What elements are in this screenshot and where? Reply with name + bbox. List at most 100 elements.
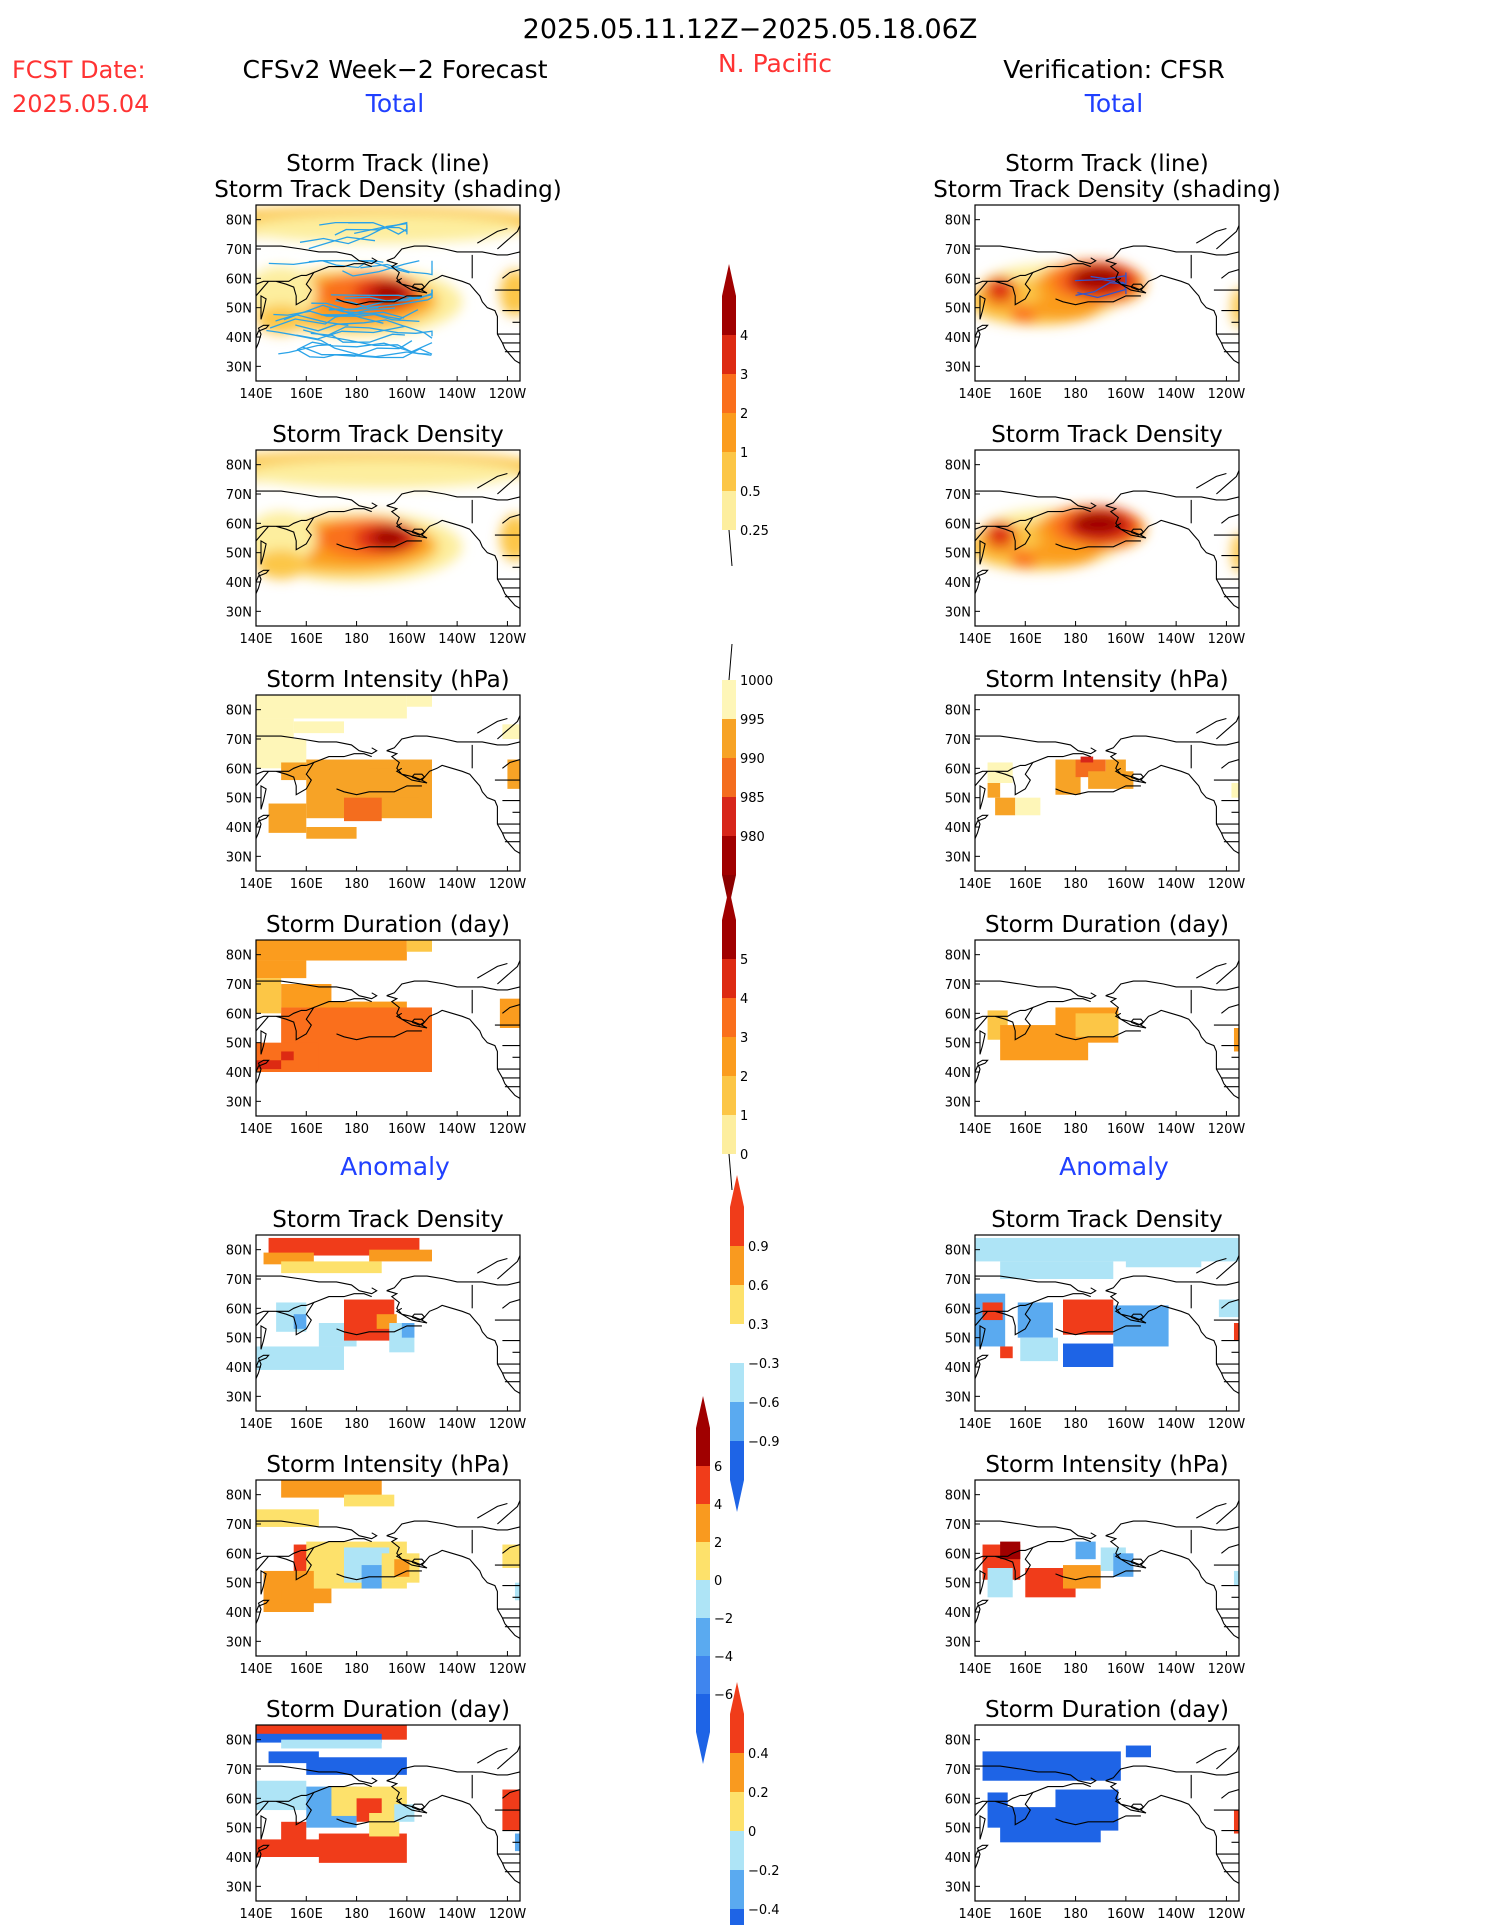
y-tick-label: 80N: [945, 949, 971, 964]
coastline: [975, 516, 1035, 551]
field-cell: [281, 984, 332, 1008]
coastline: [1130, 1803, 1145, 1811]
panel-title: Storm Track (line): [1005, 151, 1208, 177]
field-cell: [256, 1839, 332, 1857]
y-tick-label: 80N: [226, 1734, 252, 1749]
density-contour: [371, 282, 407, 304]
coastline: [1055, 1570, 1141, 1581]
colorbar-segment: [730, 1753, 744, 1792]
coastline: [975, 1275, 1097, 1295]
coastline: [979, 784, 986, 810]
field-cell: [406, 695, 432, 707]
field-cell: [256, 695, 407, 719]
coastline: [502, 1003, 520, 1014]
x-tick-label: 180: [344, 1417, 369, 1432]
coastline: [1140, 519, 1239, 609]
coastline: [1105, 735, 1239, 752]
field-cell: [293, 1314, 307, 1329]
field-cell: [1233, 1570, 1239, 1586]
y-tick-label: 30N: [226, 1095, 252, 1110]
coastline: [336, 785, 422, 796]
colorbar-label: 0.4: [748, 1747, 769, 1762]
coastline: [975, 1599, 989, 1624]
colorbar-bottom-triangle: [730, 1480, 744, 1512]
storm-track: [334, 221, 408, 236]
field-cell: [1233, 1323, 1239, 1341]
y-tick-label: 50N: [226, 792, 252, 807]
field-cell: [344, 797, 382, 822]
coastline: [411, 1803, 426, 1811]
coastline: [979, 1569, 986, 1595]
y-tick-label: 70N: [226, 1763, 252, 1778]
coastline: [477, 1747, 508, 1764]
field-cell: [1000, 1261, 1114, 1279]
coastline: [1105, 1780, 1147, 1814]
coastline: [256, 516, 316, 551]
x-tick-label: 160E: [290, 1662, 323, 1677]
coastline: [1140, 764, 1239, 854]
x-tick-label: 180: [344, 1662, 369, 1677]
x-tick-label: 160W: [1107, 1662, 1145, 1677]
map-frame: [974, 1479, 1240, 1657]
colorbar-label: −0.3: [748, 1357, 780, 1372]
coastline: [421, 274, 520, 364]
y-tick-label: 30N: [226, 1880, 252, 1895]
x-tick-label: 120W: [1208, 1662, 1246, 1677]
field-cell: [306, 1757, 407, 1775]
x-tick-label: 140E: [958, 632, 991, 647]
storm-track: [342, 260, 420, 277]
coastline: [975, 1006, 1035, 1041]
colorbar-segment: [730, 1441, 744, 1480]
x-tick-label: 180: [1063, 1907, 1088, 1922]
field-cell: [281, 1588, 332, 1604]
coastline: [256, 735, 378, 755]
field-cell: [1080, 756, 1094, 763]
coastline: [979, 1029, 986, 1055]
y-tick-label: 70N: [945, 1518, 971, 1533]
y-tick-label: 80N: [226, 1244, 252, 1259]
storm-track: [1077, 288, 1127, 299]
y-tick-label: 40N: [226, 1361, 252, 1376]
coastline: [260, 1029, 267, 1055]
y-tick-label: 70N: [226, 488, 252, 503]
y-tick-label: 80N: [226, 214, 252, 229]
x-tick-label: 160E: [290, 1417, 323, 1432]
y-tick-label: 40N: [945, 1361, 971, 1376]
x-tick-label: 140E: [958, 1122, 991, 1137]
coastline: [313, 1538, 372, 1549]
coastline: [502, 513, 520, 524]
density-contour: [256, 458, 520, 489]
field-cell: [256, 940, 407, 961]
x-tick-label: 160W: [1107, 877, 1145, 892]
colorbar-label: 0.3: [748, 1318, 769, 1333]
x-tick-label: 140W: [438, 877, 476, 892]
x-tick-label: 140W: [438, 387, 476, 402]
colorbar-segment: [730, 1246, 744, 1285]
field-cell: [982, 1751, 1121, 1781]
coastline: [1105, 1535, 1147, 1569]
coastline: [256, 1791, 316, 1826]
y-tick-label: 50N: [226, 302, 252, 317]
coastline: [975, 1520, 1097, 1540]
coastline: [1221, 513, 1239, 524]
x-tick-label: 160E: [1009, 1907, 1042, 1922]
field-cell: [256, 718, 294, 739]
coastline: [256, 1546, 316, 1581]
y-tick-label: 70N: [945, 488, 971, 503]
coastline: [1196, 1502, 1227, 1519]
coastline: [1055, 540, 1141, 551]
panel-title: Storm Track Density: [991, 1207, 1222, 1233]
y-tick-label: 70N: [226, 978, 252, 993]
coastline: [975, 1546, 1035, 1581]
coastline: [1105, 505, 1147, 539]
x-tick-label: 160W: [388, 632, 426, 647]
colorbar-label: 1: [740, 446, 748, 461]
y-tick-label: 60N: [945, 1792, 971, 1807]
y-tick-label: 70N: [945, 733, 971, 748]
y-tick-label: 30N: [226, 850, 252, 865]
y-tick-label: 40N: [945, 331, 971, 346]
field-cell: [514, 1582, 520, 1601]
density-contour: [499, 514, 520, 562]
coastline: [411, 1018, 426, 1026]
x-tick-label: 160E: [290, 1907, 323, 1922]
